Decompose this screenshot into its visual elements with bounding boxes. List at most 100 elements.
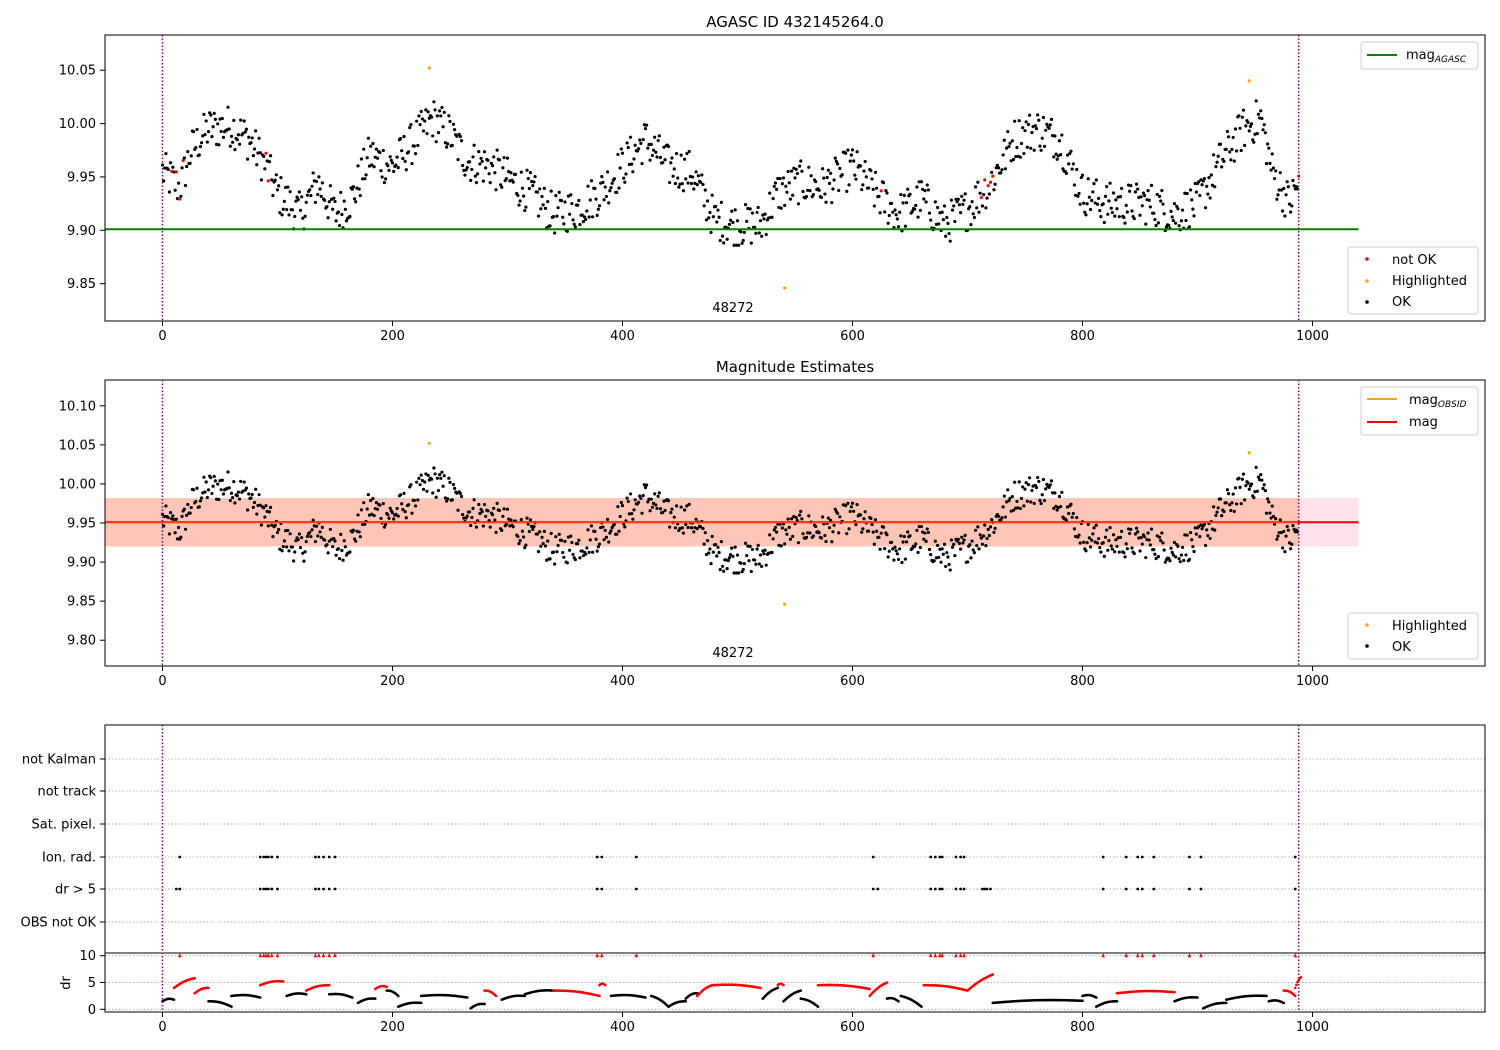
ok-point [628,492,633,496]
ok-point [277,527,281,532]
ok-point [917,180,921,184]
ok-point [804,535,809,539]
ok-point [800,169,804,173]
ok-point [1261,486,1265,491]
ok-point [173,531,177,535]
ok-point [807,165,811,169]
ok-point [608,189,612,193]
ok-point [315,524,319,528]
ok-point [1274,516,1278,521]
ok-point [594,197,598,201]
dr-point [1265,994,1268,998]
ok-point [351,528,355,532]
ok-point [975,544,979,548]
ok-point [461,163,465,168]
ok-point [311,171,315,175]
ok-point [1239,502,1243,506]
ok-point [835,511,840,516]
ok-point [625,496,629,500]
dr-point [172,998,176,1001]
ok-point [791,193,795,197]
ok-point [233,147,237,152]
ok-point [191,129,196,134]
ok-point [781,176,786,180]
ok-point [398,493,403,497]
ok-point [632,508,636,512]
ok-point [325,204,329,209]
svg-text:magOBSID: magOBSID [1409,393,1467,410]
ok-point [747,559,751,563]
ok-point [655,155,659,159]
ok-point [1161,541,1165,545]
ok-point [436,488,441,493]
ok-point [653,135,657,139]
ok-point [229,134,234,138]
ok-point [1206,533,1210,538]
ok-point [799,509,803,513]
ok-point [548,557,552,561]
agasc-points-layer [160,66,1301,290]
ion-rad-point [1199,855,1203,859]
dr-clipped-marker [958,953,963,958]
ok-point [339,532,343,536]
ok-point [772,528,776,532]
ok-point [950,545,955,549]
ok-point [684,522,688,527]
ok-point [826,516,830,520]
ok-point [819,536,824,540]
ok-point [786,517,790,521]
ok-point [717,550,721,555]
ok-point [1289,210,1293,214]
ok-point [924,539,928,543]
ok-point [821,167,825,171]
ok-point [1091,532,1095,536]
ok-point [540,194,544,199]
ok-point [603,528,607,533]
ok-point [1256,112,1261,116]
ok-point [423,119,427,123]
ok-point [465,165,469,170]
ok-point [542,186,546,191]
ok-point [714,204,718,208]
ok-point [926,188,931,192]
ok-point [687,149,691,154]
ok-point [1120,529,1124,533]
ion-rad-point [600,855,604,859]
ok-point [179,535,183,539]
ok-point [1108,181,1112,185]
ok-point [1179,553,1183,557]
ok-point [470,515,474,520]
ok-point [1267,500,1271,504]
ok-point [304,540,308,544]
ok-point [895,552,899,556]
ok-point [709,562,713,566]
ok-point [486,509,490,513]
ok-point [1025,499,1029,503]
ok-point [1140,204,1144,208]
ok-point [490,513,495,517]
ok-point [890,540,894,545]
ok-point [531,527,535,531]
dr-point [1196,996,1199,999]
ok-point [342,199,346,203]
ok-point [877,194,881,198]
ok-point [922,537,926,541]
ok-point [1044,128,1048,132]
ok-point [982,534,986,538]
ok-point [860,530,864,534]
ok-point [227,486,231,490]
ok-point [197,505,201,509]
ok-point [633,143,637,147]
dr5-point [876,887,880,891]
ok-point [607,201,611,205]
ok-point [502,155,506,160]
ok-point [1161,202,1165,206]
ok-point [1247,487,1251,491]
ok-point [1259,472,1263,477]
ok-point [219,129,223,134]
ok-point [757,562,761,566]
ok-point [983,523,987,527]
ion-rad-point [317,855,321,859]
ok-point [1034,485,1039,490]
ok-point [1113,214,1117,218]
